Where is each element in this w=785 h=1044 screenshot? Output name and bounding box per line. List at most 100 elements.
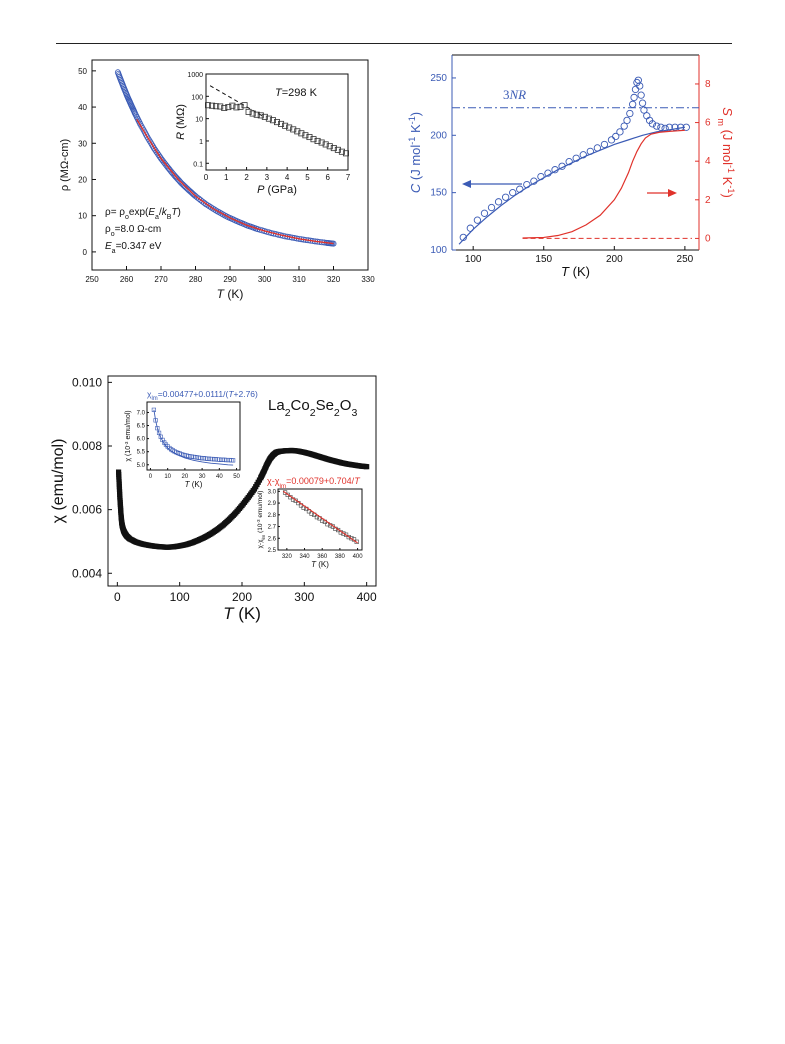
x-tick-label: 270 [154,275,168,284]
low-inset-y-tick-label: 6.0 [137,437,146,443]
inset-point [310,136,317,143]
low-inset-point [155,426,160,431]
low-inset-point [156,430,162,435]
heat-capacity-point [630,93,638,102]
y-axis-label-right: S m (J mol-1 K-1) [716,107,736,198]
inset-x-tick-label: 0 [204,173,209,182]
heat-capacity-point [612,132,620,141]
heat-capacity-point [551,166,559,174]
high-inset-x-tick-label: 400 [353,554,364,560]
x-tick-label: 260 [120,275,134,284]
high-inset-point [309,511,314,516]
heat-capacity-point [636,82,644,90]
inset-point [221,104,228,111]
high-inset-fit-line [282,490,358,544]
heat-capacity-point [620,122,628,130]
right-axis-arrowhead [668,189,677,197]
heat-capacity-point [640,106,648,114]
x-tick-label: 150 [535,254,552,265]
high-inset-x-axis-label: T (K) [311,560,329,569]
heat-capacity-point [593,144,602,152]
x-tick-label: 320 [327,275,341,284]
low-inset-point [151,407,156,412]
heat-capacity-point [657,123,665,131]
inset-point [217,103,224,110]
y-tick-label-left: 150 [430,188,447,199]
low-inset-x-tick-label: 20 [182,474,189,480]
x-tick-label: 200 [232,590,252,604]
formula-annotation: ρ= ρoexp(Ea/kBT) [105,207,181,221]
low-inset-y-tick-label: 5.5 [137,450,146,456]
x-axis-label: T (K) [223,604,261,623]
inset-x-tick-label: 1 [224,173,229,182]
heat-capacity-point [600,140,609,149]
y-tick-label-right: 4 [705,156,711,167]
heat-capacity-point [487,203,496,212]
heat-capacity-point [537,172,545,181]
inset-point [342,150,349,157]
left-axis-arrowhead [462,180,471,188]
x-tick-label: 100 [170,590,190,604]
heat-capacity-point [579,151,587,159]
high-inset-x-tick-label: 320 [282,554,293,560]
inset-point [318,139,325,146]
x-axis-label: T (K) [561,264,590,279]
high-inset-y-tick-label: 2.8 [268,513,277,519]
inset-point [213,103,220,110]
x-tick-label: 100 [465,254,482,265]
heat-capacity-point [626,109,634,118]
low-inset-formula: χlm=0.00477+0.0111/(T+2.76) [147,389,258,402]
high-inset-x-tick-label: 380 [335,554,346,560]
inset-point [261,113,268,120]
inset-point [209,102,216,109]
y-tick-label: 10 [78,212,87,221]
inset-point [225,104,232,111]
high-inset-point [282,490,288,495]
low-inset-point [231,458,236,463]
y-tick-label: 50 [78,67,87,76]
inset-x-tick-label: 7 [346,173,351,182]
heat-capacity-point [682,123,690,131]
inset-point [314,137,321,144]
heat-capacity-point [480,209,489,217]
y-tick-label-left: 100 [430,245,447,256]
heat-capacity-point [665,123,674,131]
heat-capacity-point [565,158,573,166]
low-inset-x-axis-label: T (K) [185,480,203,489]
y-tick-label-right: 2 [705,195,711,206]
heat-capacity-point [653,122,661,130]
high-inset-x-tick-label: 360 [317,554,328,560]
high-inset-y-tick-label: 2.9 [268,501,277,507]
y-tick-label: 0.010 [72,375,102,389]
heat-capacity-point [648,120,657,128]
high-inset-point [354,539,359,544]
inset-point [257,112,264,119]
heat-capacity-point [501,193,510,201]
high-inset-point [349,536,354,541]
heat-capacity-point [637,91,645,99]
high-t-inset-frame [277,488,363,551]
inset-point [326,143,333,150]
heat-capacity-point [494,198,503,206]
y-tick-label: 40 [78,103,87,112]
activation-energy-annotation: Ea=0.347 eV [105,241,162,255]
inset-x-tick-label: 3 [265,173,270,182]
high-inset-y-tick-label: 2.5 [268,548,277,554]
inset-point [249,110,256,117]
inset-x-tick-label: 6 [325,173,330,182]
heat-capacity-point [523,180,531,189]
inset-point [338,148,345,155]
inset-y-tick-label: 100 [191,94,203,101]
high-inset-y-tick-label: 2.7 [268,525,277,531]
heat-capacity-point [629,100,637,108]
high-inset-x-tick-label: 340 [300,554,311,560]
x-tick-label: 300 [258,275,272,284]
x-tick-label: 290 [223,275,237,284]
rho0-annotation: ρo=8.0 Ω-cm [105,224,161,238]
x-tick-label: 400 [357,590,377,604]
inset-point [278,120,285,127]
inset-point [273,119,280,126]
inset-point [286,124,293,131]
inset-point [233,104,240,111]
